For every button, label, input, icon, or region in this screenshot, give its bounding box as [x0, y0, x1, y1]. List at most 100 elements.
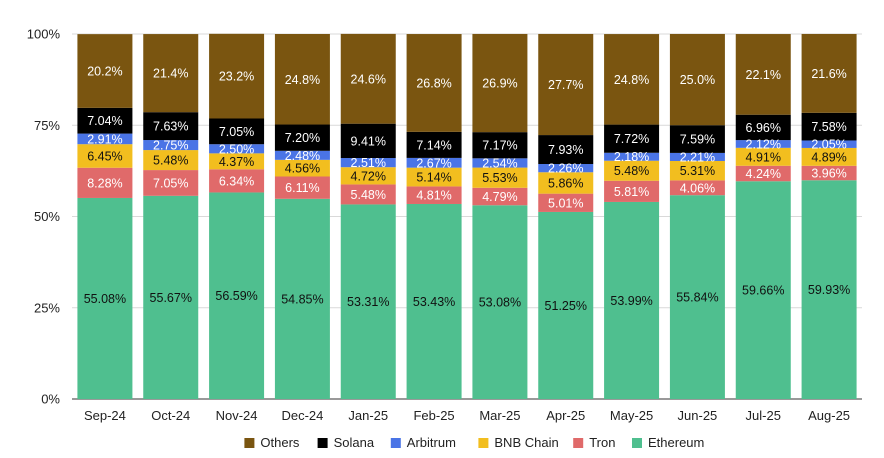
bar-segment-arbitrum [143, 140, 199, 151]
data-label: 25.0% [680, 73, 715, 87]
data-label: 53.99% [610, 294, 652, 308]
data-label: 7.72% [614, 132, 649, 146]
bar-segment-others [209, 33, 265, 119]
data-label: 8.28% [87, 176, 122, 190]
bar-segment-bnb-chain [274, 159, 330, 177]
bar-segment-ethereum [538, 211, 594, 399]
y-tick-label: 75% [34, 118, 60, 133]
data-label: 6.11% [285, 181, 320, 195]
bar-segment-bnb-chain [801, 147, 857, 166]
bar-segment-ethereum [340, 204, 396, 399]
data-label: 24.6% [351, 72, 386, 86]
data-label: 2.48% [285, 149, 320, 163]
bar-segment-ethereum [801, 180, 857, 399]
bar-segment-solana [801, 112, 857, 141]
legend-label: Ethereum [648, 435, 704, 450]
x-tick-label: Jun-25 [678, 408, 718, 423]
x-tick-label: Jan-25 [348, 408, 388, 423]
bar-segment-solana [406, 131, 462, 158]
bar-segment-arbitrum [274, 150, 330, 160]
data-label: 2.05% [811, 138, 846, 152]
data-label: 59.93% [808, 283, 850, 297]
bar-segment-arbitrum [735, 140, 791, 148]
bar-segment-bnb-chain [209, 153, 265, 170]
bar-segment-tron [406, 186, 462, 204]
data-label: 2.26% [548, 162, 583, 176]
data-label: 55.67% [150, 291, 192, 305]
data-label: 7.59% [680, 133, 715, 147]
legend-swatch [390, 438, 401, 448]
bar-segment-solana [274, 124, 330, 151]
legend-label: Arbitrum [407, 435, 456, 450]
data-label: 23.2% [219, 70, 254, 84]
data-label: 4.79% [482, 190, 517, 204]
bar-segment-tron [604, 180, 660, 202]
data-label: 9.41% [351, 134, 386, 148]
data-label: 6.34% [219, 174, 254, 188]
bar-segment-tron [472, 187, 528, 206]
bar-segment-bnb-chain [340, 167, 396, 185]
data-label: 4.72% [351, 169, 386, 183]
bar-segment-solana [340, 123, 396, 159]
bars-layer [77, 33, 857, 399]
bar-segment-arbitrum [538, 164, 594, 173]
bar-segment-ethereum [604, 201, 660, 399]
bar-segment-solana [604, 124, 660, 153]
bar-segment-bnb-chain [669, 160, 725, 181]
data-label: 27.7% [548, 78, 583, 92]
data-label: 5.53% [482, 171, 517, 185]
data-label: 55.84% [676, 291, 718, 305]
data-label: 5.31% [680, 164, 715, 178]
bar-segment-solana [209, 118, 265, 145]
data-label: 24.8% [614, 73, 649, 87]
data-label: 7.17% [482, 139, 517, 153]
data-label: 3.96% [811, 167, 846, 181]
bar-segment-bnb-chain [604, 160, 660, 181]
bar-segment-bnb-chain [538, 172, 594, 194]
bar-segment-arbitrum [669, 152, 725, 161]
legend-label: BNB Chain [494, 435, 558, 450]
bar-segment-solana [472, 132, 528, 159]
data-label: 5.81% [614, 185, 649, 199]
data-label: 24.8% [285, 73, 320, 87]
bar-segment-others [274, 34, 330, 125]
data-label: 53.31% [347, 295, 389, 309]
data-label: 26.8% [416, 76, 451, 90]
data-label: 6.45% [87, 149, 122, 163]
bar-segment-tron [209, 169, 265, 193]
bar-segment-others [801, 33, 857, 113]
data-label: 2.75% [153, 139, 188, 153]
data-label: 5.14% [416, 171, 451, 185]
data-label: 2.54% [482, 156, 517, 170]
data-label: 2.91% [87, 132, 122, 146]
legend-label: Tron [589, 435, 615, 450]
bar-segment-ethereum [669, 195, 725, 399]
data-label: 4.81% [416, 189, 451, 203]
data-label: 4.06% [680, 181, 715, 195]
data-label: 21.6% [811, 67, 846, 81]
data-label: 7.14% [416, 138, 451, 152]
data-label: 5.48% [153, 154, 188, 168]
bar-segment-arbitrum [604, 152, 660, 161]
legend-swatch [632, 438, 642, 448]
bar-segment-others [77, 34, 133, 108]
legend-label: Others [260, 435, 300, 450]
data-label: 7.04% [87, 114, 122, 128]
bar-segment-ethereum [209, 192, 265, 399]
y-tick-label: 0% [41, 392, 60, 407]
data-label: 7.58% [811, 120, 846, 134]
bar-segment-bnb-chain [735, 147, 791, 166]
bar-segment-tron [340, 184, 396, 205]
data-label: 2.67% [416, 156, 451, 170]
data-label: 56.59% [215, 289, 257, 303]
legend-swatch [317, 438, 328, 448]
y-tick-label: 100% [27, 27, 61, 42]
y-axis: 0% 25% 50% 75% 100% [27, 27, 61, 407]
bar-segment-others [143, 34, 199, 113]
x-tick-label: May-25 [610, 408, 653, 423]
data-label: 55.08% [84, 292, 126, 306]
data-label: 54.85% [281, 292, 323, 306]
x-tick-label: Oct-24 [151, 408, 190, 423]
